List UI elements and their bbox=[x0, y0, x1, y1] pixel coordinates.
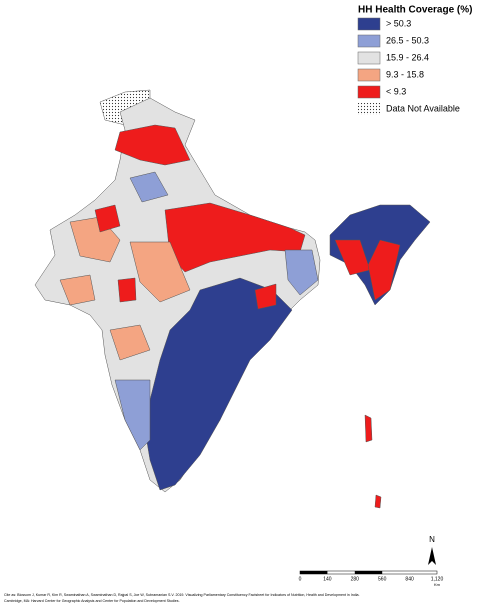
legend-label: 26.5 - 50.3 bbox=[386, 35, 429, 45]
legend-label: 9.3 - 15.8 bbox=[386, 69, 424, 79]
region bbox=[284, 249, 319, 296]
legend-swatch bbox=[357, 34, 381, 48]
scale-unit: Km bbox=[434, 582, 441, 587]
scale-label: 0 bbox=[299, 576, 302, 582]
island bbox=[364, 414, 373, 443]
region bbox=[114, 124, 191, 166]
legend-label: > 50.3 bbox=[386, 18, 411, 28]
scale-label: 280 bbox=[351, 576, 360, 582]
citation: Cite as: Blossom J, Kumar R, Kim R, Swam… bbox=[4, 593, 360, 603]
citation-line: Cite as: Blossom J, Kumar R, Kim R, Swam… bbox=[4, 593, 360, 597]
legend-swatch bbox=[357, 68, 381, 82]
india-map bbox=[34, 89, 431, 509]
region bbox=[94, 204, 121, 233]
scale-label: 840 bbox=[405, 576, 414, 582]
region bbox=[254, 283, 277, 310]
legend: HH Health Coverage (%) > 50.3 26.5 - 50.3… bbox=[357, 5, 472, 115]
legend-title: HH Health Coverage (%) bbox=[358, 5, 472, 16]
scale-bar-segment bbox=[354, 571, 383, 574]
region bbox=[367, 239, 401, 301]
scale-label: 140 bbox=[323, 576, 332, 582]
legend-swatch bbox=[357, 85, 381, 99]
citation-line: Cambridge, MA: Harvard Center for Geogra… bbox=[4, 599, 180, 603]
region bbox=[117, 277, 137, 303]
legend-swatch bbox=[358, 103, 380, 115]
legend-label: Data Not Available bbox=[386, 103, 460, 113]
scale-label: 1,120 bbox=[431, 576, 444, 582]
region bbox=[144, 277, 293, 491]
island bbox=[374, 494, 382, 509]
legend-label: 15.9 - 26.4 bbox=[386, 52, 429, 62]
north-arrow: N bbox=[428, 535, 436, 565]
arrow bbox=[428, 547, 436, 565]
region bbox=[59, 274, 96, 306]
legend-swatch bbox=[357, 17, 381, 31]
scale-bar-segment bbox=[300, 571, 328, 574]
legend-swatch bbox=[357, 51, 381, 65]
legend-label: < 9.3 bbox=[386, 86, 406, 96]
north-label: N bbox=[429, 535, 435, 544]
scale-label: 560 bbox=[378, 576, 387, 582]
region bbox=[129, 241, 191, 303]
region bbox=[109, 324, 151, 361]
region bbox=[114, 379, 151, 451]
region bbox=[129, 171, 169, 203]
